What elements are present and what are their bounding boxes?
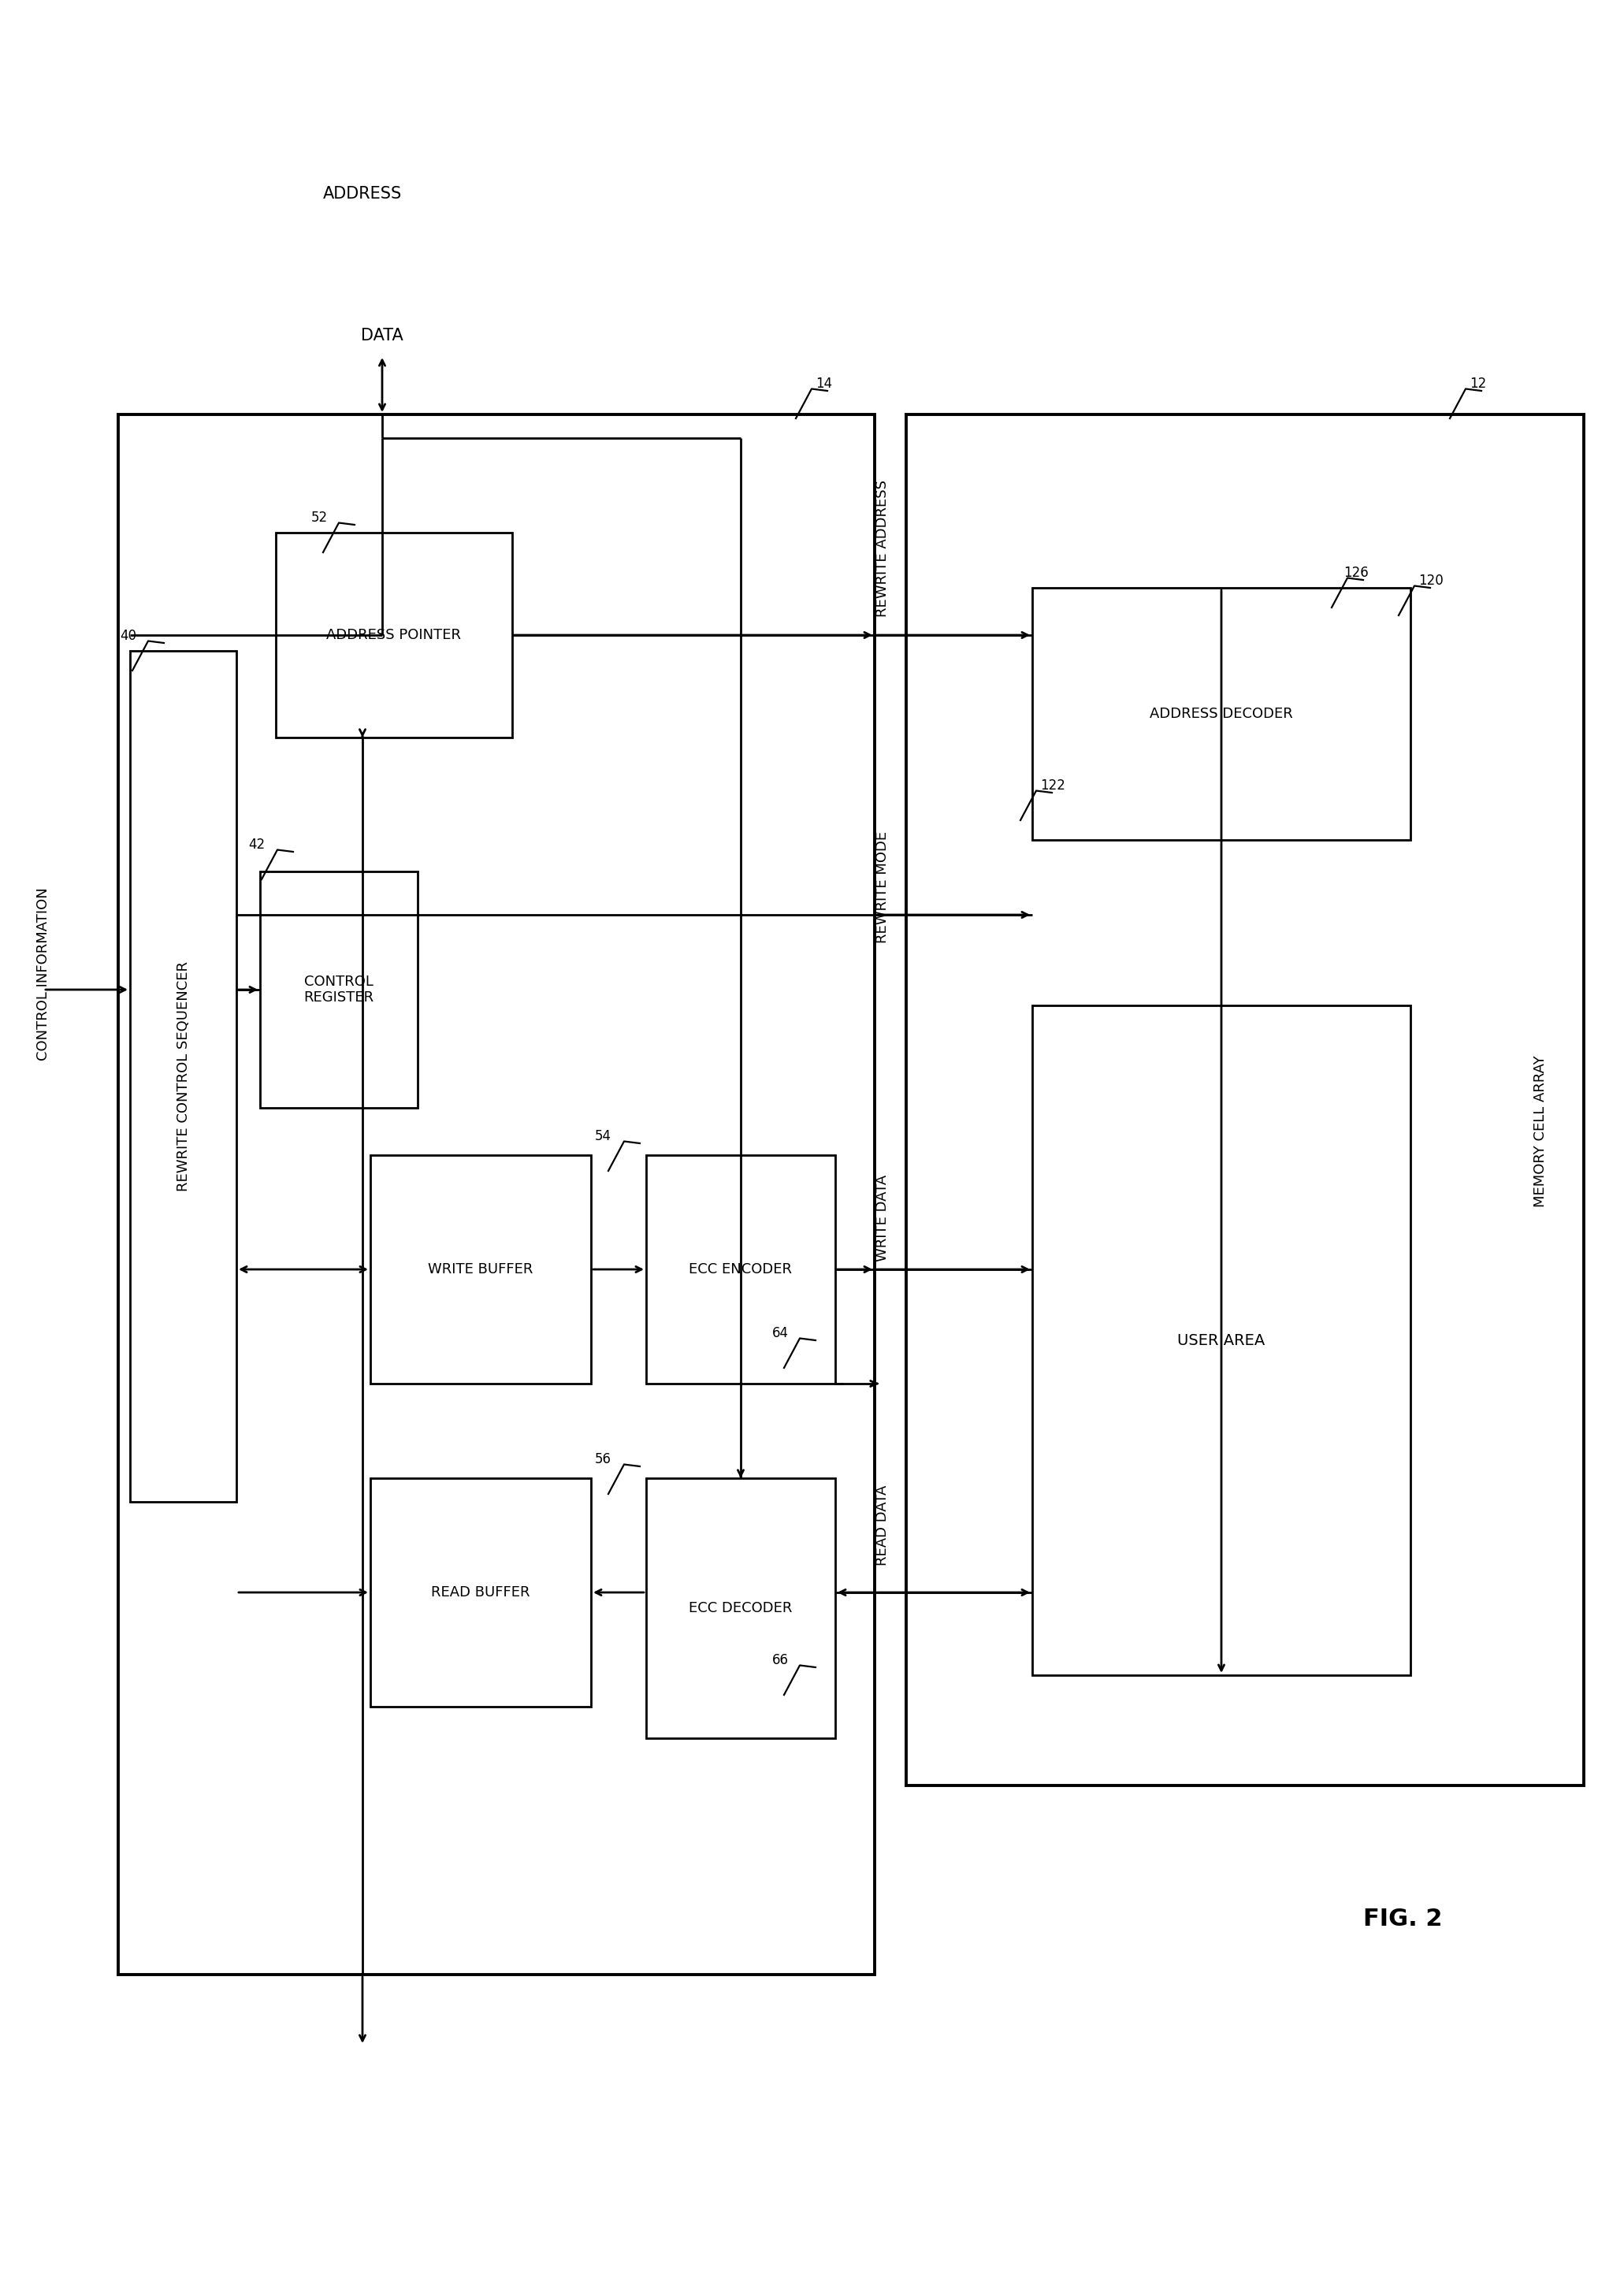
Bar bbox=[1000, 800, 1505, 1683]
Text: ECC DECODER: ECC DECODER bbox=[689, 1601, 793, 1615]
Bar bbox=[119, 414, 875, 1974]
Text: 40: 40 bbox=[120, 630, 136, 644]
Bar bbox=[130, 650, 237, 1501]
Bar bbox=[953, 596, 1553, 1737]
Text: WRITE DATA: WRITE DATA bbox=[875, 1176, 890, 1262]
Text: MEMORY CELL ARRAY: MEMORY CELL ARRAY bbox=[1533, 1055, 1548, 1207]
Bar bbox=[906, 414, 1583, 1785]
Text: WRITE BUFFER: WRITE BUFFER bbox=[429, 1262, 533, 1276]
Text: 12: 12 bbox=[1470, 377, 1486, 391]
Text: 54: 54 bbox=[594, 1130, 612, 1144]
Text: 42: 42 bbox=[248, 837, 265, 853]
Text: 64: 64 bbox=[771, 1326, 789, 1339]
Text: REWRITE MODE: REWRITE MODE bbox=[875, 832, 890, 944]
Text: ECC ENCODER: ECC ENCODER bbox=[689, 1262, 793, 1276]
Bar bbox=[646, 1478, 835, 1737]
Bar bbox=[276, 532, 512, 737]
Bar bbox=[1033, 587, 1411, 839]
Bar bbox=[252, 478, 867, 1833]
Text: 120: 120 bbox=[1418, 573, 1444, 587]
Bar bbox=[370, 1155, 591, 1383]
Text: 122: 122 bbox=[1039, 778, 1065, 794]
Text: 56: 56 bbox=[594, 1453, 612, 1467]
Text: READ DATA: READ DATA bbox=[875, 1485, 890, 1567]
Bar bbox=[1033, 1005, 1411, 1676]
Bar bbox=[646, 1155, 835, 1383]
Bar bbox=[370, 1478, 591, 1708]
Text: REWRITE CONTROL SEQUENCER: REWRITE CONTROL SEQUENCER bbox=[175, 962, 190, 1192]
Text: USER AREA: USER AREA bbox=[1177, 1333, 1265, 1348]
Text: ADDRESS DECODER: ADDRESS DECODER bbox=[1150, 707, 1293, 721]
Text: 52: 52 bbox=[312, 512, 328, 525]
Text: DATA: DATA bbox=[361, 327, 403, 343]
Text: ADDRESS: ADDRESS bbox=[323, 186, 403, 202]
Text: CONTROL
REGISTER: CONTROL REGISTER bbox=[304, 973, 374, 1005]
Text: 126: 126 bbox=[1343, 566, 1369, 580]
Text: REWRITE ADDRESS: REWRITE ADDRESS bbox=[875, 480, 890, 616]
Text: CONTROL INFORMATION: CONTROL INFORMATION bbox=[36, 887, 50, 1060]
Text: 66: 66 bbox=[771, 1653, 789, 1667]
Text: 14: 14 bbox=[815, 377, 831, 391]
Bar bbox=[260, 871, 417, 1107]
Text: FIG. 2: FIG. 2 bbox=[1363, 1908, 1442, 1931]
Text: ADDRESS POINTER: ADDRESS POINTER bbox=[326, 628, 461, 641]
Text: READ BUFFER: READ BUFFER bbox=[432, 1585, 529, 1599]
